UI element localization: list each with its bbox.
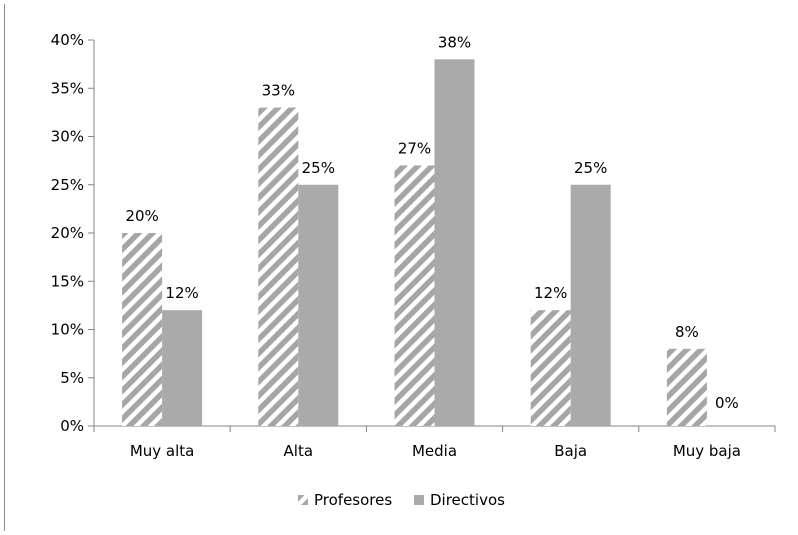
bar-profesores-muy-alta bbox=[122, 233, 163, 426]
data-label: 33% bbox=[262, 82, 295, 100]
chart-frame bbox=[4, 4, 794, 531]
legend-swatch-directivos bbox=[414, 495, 424, 505]
y-tick-label: 15% bbox=[51, 272, 84, 290]
y-tick-label: 5% bbox=[60, 369, 84, 387]
data-label: 12% bbox=[534, 284, 567, 302]
x-category-label: Muy baja bbox=[673, 442, 741, 460]
y-tick-label: 0% bbox=[60, 417, 84, 435]
data-label: 38% bbox=[438, 33, 471, 51]
y-tick-label: 25% bbox=[51, 176, 84, 194]
bar-directivos-muy-alta bbox=[162, 310, 203, 426]
legend-label-profesores: Profesores bbox=[314, 491, 392, 509]
legend-label-directivos: Directivos bbox=[430, 491, 505, 509]
bar-directivos-alta bbox=[298, 184, 339, 426]
bar-profesores-muy-baja bbox=[666, 348, 707, 426]
x-category-label: Muy alta bbox=[130, 442, 195, 460]
bar-profesores-baja bbox=[530, 310, 571, 426]
data-label: 25% bbox=[574, 159, 607, 177]
data-label: 8% bbox=[675, 323, 699, 341]
y-tick-label: 20% bbox=[51, 224, 84, 242]
x-category-label: Alta bbox=[284, 442, 314, 460]
data-label: 25% bbox=[302, 159, 335, 177]
legend: Profesores Directivos bbox=[298, 491, 505, 509]
data-label: 27% bbox=[398, 139, 431, 157]
data-label: 12% bbox=[165, 284, 198, 302]
labels-group: 20% 12% 33% 25% 27% 38% 12% 25% 8% 0% bbox=[125, 33, 738, 412]
y-tick-label: 35% bbox=[51, 79, 84, 97]
x-category-label: Media bbox=[412, 442, 457, 460]
bar-directivos-media bbox=[434, 59, 475, 427]
bars-group bbox=[122, 59, 707, 427]
legend-swatch-profesores bbox=[298, 495, 308, 505]
data-label: 0% bbox=[715, 394, 739, 412]
y-tick-label: 30% bbox=[51, 128, 84, 146]
x-category-label: Baja bbox=[554, 442, 587, 460]
data-label: 20% bbox=[125, 207, 158, 225]
bar-directivos-baja bbox=[570, 184, 611, 426]
y-tick-label: 10% bbox=[51, 321, 84, 339]
bar-profesores-media bbox=[394, 165, 435, 426]
bar-profesores-alta bbox=[258, 107, 299, 427]
axes-group: 0% 5% 10% 15% 20% 25% 30% 35% 40% Muy alta Alta Med… bbox=[51, 31, 776, 460]
y-tick-label: 40% bbox=[51, 31, 84, 49]
